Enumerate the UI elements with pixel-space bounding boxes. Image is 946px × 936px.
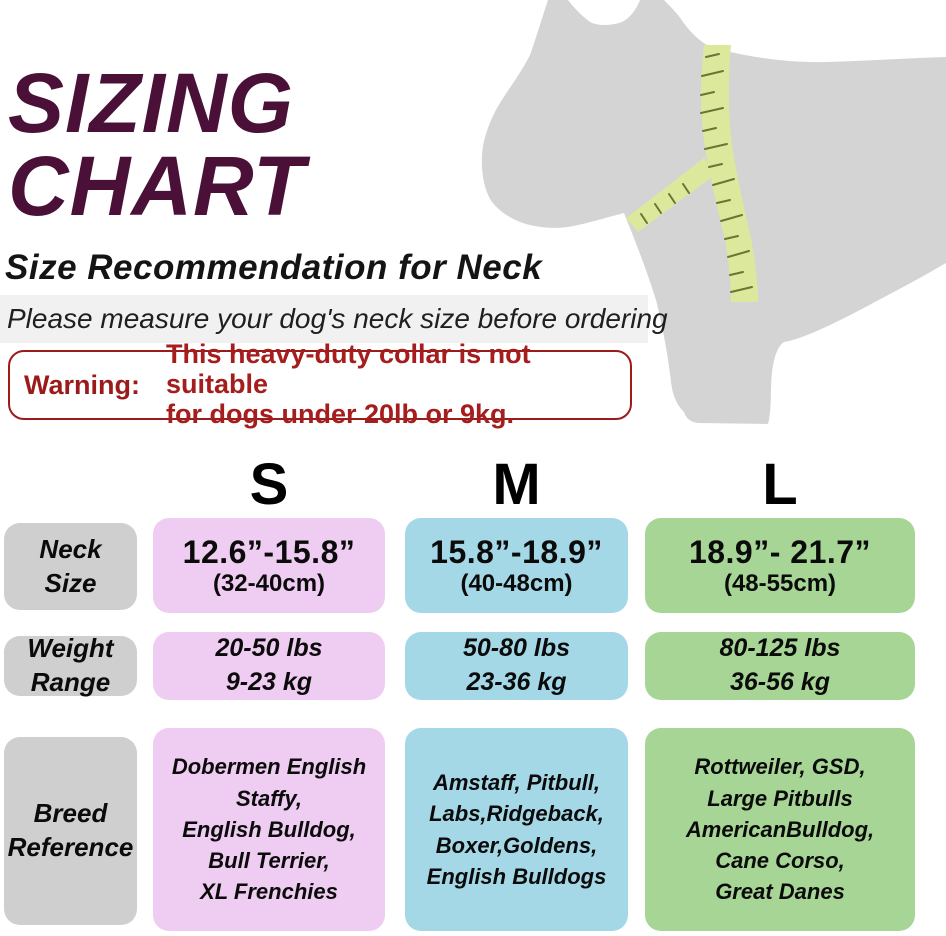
neck-size-m-inches: 15.8”-18.9”	[430, 533, 603, 570]
breed-m-line-2: Labs,Ridgeback,	[429, 801, 604, 827]
neck-size-l-inches: 18.9”- 21.7”	[688, 533, 872, 570]
breed-s-line-4: Bull Terrier,	[208, 848, 330, 874]
row-label-breed-line-1: Breed	[33, 798, 108, 829]
weight-l-kg: 36-56 kg	[729, 668, 831, 696]
breed-m-line-4: English Bulldogs	[426, 863, 607, 889]
breed-cell-m: Amstaff, Pitbull, Labs,Ridgeback, Boxer,…	[405, 728, 628, 931]
page-title: SIZING CHART	[8, 61, 305, 228]
dog-silhouette-illustration	[460, 0, 946, 446]
row-label-breed-reference: Breed Reference	[4, 737, 137, 925]
breed-s-line-3: English Bulldog,	[182, 816, 356, 842]
row-label-weight-line-1: Weight	[27, 633, 114, 664]
breed-l-line-3: AmericanBulldog,	[685, 816, 875, 842]
measure-note-text: Please measure your dog's neck size befo…	[7, 303, 668, 334]
weight-m-kg: 23-36 kg	[466, 668, 567, 696]
breed-l-line-2: Large Pitbulls	[707, 785, 853, 811]
subtitle: Size Recommendation for Neck	[5, 248, 543, 287]
warning-label: Warning:	[24, 369, 140, 400]
neck-size-m-cm: (40-48cm)	[460, 569, 573, 597]
title-line-2: CHART	[8, 139, 306, 233]
neck-size-cell-s: 12.6”-15.8” (32-40cm)	[153, 518, 385, 613]
weight-cell-m: 50-80 lbs 23-36 kg	[405, 632, 628, 700]
neck-size-l-cm: (48-55cm)	[723, 569, 837, 597]
breed-s-line-2: Staffy,	[235, 785, 303, 811]
neck-size-s-inches: 12.6”-15.8”	[182, 533, 356, 570]
column-header-m: M	[492, 451, 541, 517]
breed-cell-s: Dobermen English Staffy, English Bulldog…	[153, 728, 385, 931]
breed-cell-l: Rottweiler, GSD, Large Pitbulls American…	[645, 728, 915, 931]
column-header-l: L	[762, 451, 798, 517]
breed-l-line-5: Great Danes	[715, 879, 845, 905]
breed-s-line-1: Dobermen English	[171, 754, 367, 780]
weight-s-lbs: 20-50 lbs	[215, 634, 323, 663]
breed-s-line-5: XL Frenchies	[200, 879, 338, 905]
warning-box: Warning: This heavy-duty collar is not s…	[8, 340, 632, 429]
warning-message: This heavy-duty collar is not suitable f…	[166, 340, 630, 429]
row-label-neck-line-1: Neck	[39, 533, 102, 564]
breed-l-line-1: Rottweiler, GSD,	[694, 754, 866, 780]
row-label-breed-line-2: Reference	[7, 832, 134, 862]
weight-cell-s: 20-50 lbs 9-23 kg	[153, 632, 385, 700]
row-label-neck-size: Neck Size	[4, 523, 137, 610]
breed-l-line-4: Cane Corso,	[715, 848, 845, 874]
weight-l-lbs: 80-125 lbs	[719, 634, 841, 663]
column-header-s: S	[249, 451, 289, 517]
dog-with-measuring-tape-icon	[481, 0, 946, 424]
weight-m-lbs: 50-80 lbs	[462, 634, 570, 663]
breed-m-line-1: Amstaff, Pitbull,	[432, 770, 601, 796]
warning-message-line-1: This heavy-duty collar is not suitable	[165, 339, 531, 400]
neck-size-cell-m: 15.8”-18.9” (40-48cm)	[405, 518, 628, 613]
row-label-weight-line-2: Range	[30, 667, 111, 697]
neck-size-s-cm: (32-40cm)	[212, 569, 326, 597]
neck-size-cell-l: 18.9”- 21.7” (48-55cm)	[645, 518, 915, 613]
row-label-neck-line-2: Size	[44, 567, 97, 598]
warning-message-line-2: for dogs under 20lb or 9kg.	[165, 398, 515, 429]
weight-s-kg: 9-23 kg	[225, 668, 313, 696]
breed-m-line-3: Boxer,Goldens,	[435, 832, 598, 858]
weight-cell-l: 80-125 lbs 36-56 kg	[645, 632, 915, 700]
title-line-1: SIZING	[8, 56, 295, 150]
measure-note-band: Please measure your dog's neck size befo…	[0, 295, 668, 343]
row-label-weight-range: Weight Range	[4, 633, 137, 697]
